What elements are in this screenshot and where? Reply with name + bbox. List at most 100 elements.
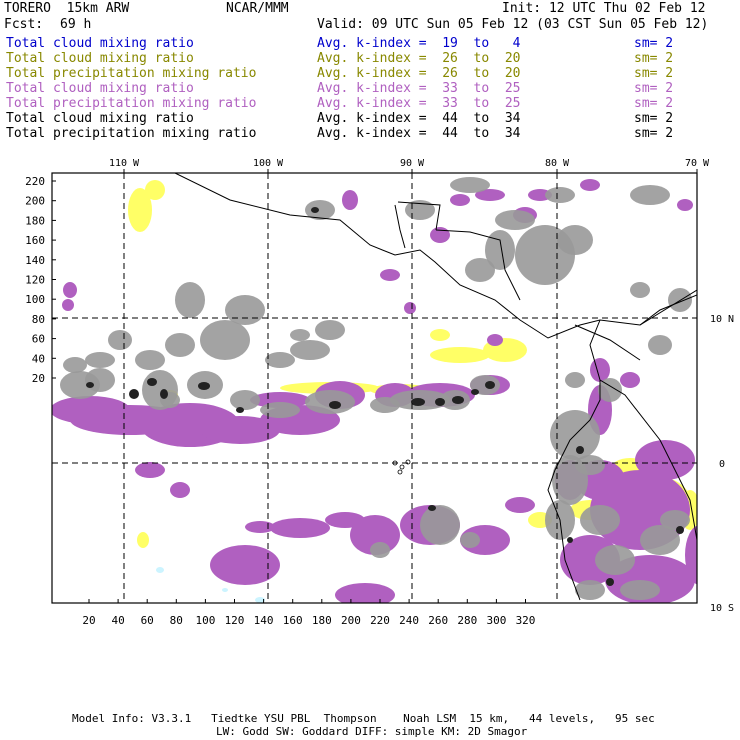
y-tick-label: 120 <box>25 274 45 287</box>
field-gray <box>575 455 605 475</box>
coastline <box>394 204 406 249</box>
field-purple <box>245 521 275 533</box>
island <box>405 459 411 465</box>
x-tick-label: 200 <box>341 614 361 627</box>
field-purple <box>620 372 640 388</box>
field-yellow <box>137 532 149 548</box>
field-purple <box>270 518 330 538</box>
x-tick-label: 300 <box>486 614 506 627</box>
field-dark <box>576 446 584 454</box>
field-dark <box>129 389 139 399</box>
legend-field: Total cloud mixing ratio <box>6 81 194 96</box>
coastline <box>435 229 521 301</box>
field-dark <box>471 389 479 395</box>
x-tick-label: 20 <box>82 614 95 627</box>
field-gray <box>230 390 260 410</box>
island <box>397 469 403 475</box>
field-gray <box>557 225 593 255</box>
init-time: Init: 12 UTC Thu 02 Feb 12 <box>502 1 706 16</box>
field-dark <box>236 407 244 413</box>
field-gray <box>370 542 390 558</box>
field-gray <box>465 258 495 282</box>
legend-sm: sm= 2 <box>634 126 674 141</box>
field-gray <box>265 352 295 368</box>
field-cyan <box>222 588 228 592</box>
field-purple <box>325 512 365 528</box>
field-gray <box>485 230 515 270</box>
field-gray <box>495 210 535 230</box>
latitude-label: 10 S <box>710 603 734 614</box>
field-gray <box>545 187 575 203</box>
field-purple <box>487 334 503 346</box>
field-purple <box>404 302 416 314</box>
coastline <box>639 294 697 326</box>
map-field-layer <box>52 173 697 603</box>
field-gray <box>85 352 115 368</box>
field-purple <box>342 190 358 210</box>
x-tick-label: 40 <box>111 614 124 627</box>
field-gray <box>565 372 585 388</box>
field-dark <box>606 578 614 586</box>
field-dark <box>311 207 319 213</box>
model-title: TORERO 15km ARW <box>4 1 130 16</box>
legend-kindex: Avg. k-index = 33 to 25 <box>317 81 521 96</box>
field-gray <box>135 350 165 370</box>
model-info: Model Info: V3.3.1 Tiedtke YSU PBL Thomp… <box>72 712 655 725</box>
field-gray <box>660 510 690 530</box>
field-gray <box>260 402 300 418</box>
field-gray <box>225 295 265 325</box>
field-purple <box>52 396 130 424</box>
field-purple <box>635 440 695 480</box>
field-gray <box>290 329 310 341</box>
field-gray <box>165 333 195 357</box>
field-gray <box>630 185 670 205</box>
y-tick-label: 180 <box>25 214 45 227</box>
field-gray <box>305 390 355 414</box>
y-tick-label: 40 <box>32 352 45 365</box>
legend-sm: sm= 2 <box>634 111 674 126</box>
x-tick-label: 60 <box>141 614 154 627</box>
field-purple <box>475 189 505 201</box>
y-tick-label: 80 <box>32 313 45 326</box>
y-tick-label: 100 <box>25 293 45 306</box>
legend-sm: sm= 2 <box>634 81 674 96</box>
field-gray <box>305 200 335 220</box>
valid-time: Valid: 09 UTC Sun 05 Feb 12 (03 CST Sun … <box>317 17 709 32</box>
field-gray <box>595 545 635 575</box>
legend-kindex: Avg. k-index = 44 to 34 <box>317 126 521 141</box>
legend-field: Total precipitation mixing ratio <box>6 66 257 81</box>
field-purple <box>170 482 190 498</box>
field-dark <box>160 389 168 399</box>
legend-sm: sm= 2 <box>634 66 674 81</box>
field-cyan <box>156 567 164 573</box>
field-cyan <box>255 597 265 603</box>
longitude-label: 110 W <box>109 158 140 169</box>
legend-kindex: Avg. k-index = 44 to 34 <box>317 111 521 126</box>
field-gray <box>648 335 672 355</box>
x-tick-label: 180 <box>312 614 332 627</box>
field-dark <box>86 382 94 388</box>
coastline <box>599 379 697 541</box>
field-gray <box>580 505 620 535</box>
field-dark <box>428 505 436 511</box>
field-purple <box>210 545 280 585</box>
y-tick-label: 220 <box>25 175 45 188</box>
field-purple <box>580 179 600 191</box>
field-dark <box>198 382 210 390</box>
latitude-label: 10 N <box>710 314 734 325</box>
coastline <box>174 173 697 339</box>
field-purple <box>200 416 280 444</box>
field-gray <box>315 320 345 340</box>
field-gray <box>370 397 400 413</box>
y-tick-label: 20 <box>32 372 45 385</box>
legend-sm: sm= 2 <box>634 51 674 66</box>
field-gray <box>108 330 132 350</box>
field-gray <box>290 340 330 360</box>
field-gray <box>420 505 460 545</box>
field-gray <box>598 378 622 402</box>
legend-sm: sm= 2 <box>634 96 674 111</box>
legend-kindex: Avg. k-index = 19 to 4 <box>317 36 521 51</box>
field-dark <box>435 398 445 406</box>
field-purple <box>450 194 470 206</box>
